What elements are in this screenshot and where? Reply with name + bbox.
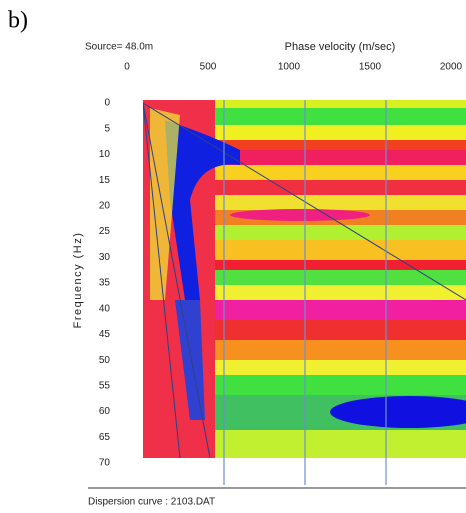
y-tick-label: 5 xyxy=(104,123,110,134)
trend-line xyxy=(143,102,211,458)
spectrum-band xyxy=(215,240,466,260)
spectrum-band xyxy=(215,125,466,140)
spectrum-band xyxy=(215,340,466,360)
y-tick-label: 45 xyxy=(99,329,111,340)
x-tick-label: 0 xyxy=(124,62,130,73)
spectrum-band xyxy=(215,285,466,300)
x-tick-label: 1000 xyxy=(278,62,301,73)
axes: 0 500 1000 1500 2000 0 5 10 15 20 25 30 35 40 45 50 55 60… xyxy=(99,62,463,485)
y-tick-label: 40 xyxy=(99,303,111,314)
y-tick-label: 70 xyxy=(99,458,111,469)
source-label: Source= 48.0m xyxy=(85,42,153,53)
spectrum-band xyxy=(215,270,466,285)
y-tick-label: 10 xyxy=(99,149,111,160)
y-tick-label: 15 xyxy=(99,175,111,186)
spectrum-band xyxy=(215,430,466,458)
x-axis-label: Phase velocity (m/sec) xyxy=(285,41,396,53)
x-tick-label: 1500 xyxy=(359,62,382,73)
spectrum-band xyxy=(215,360,466,375)
spectrum-blob xyxy=(230,209,370,221)
spectrum-band xyxy=(215,100,466,108)
x-tick-label: 500 xyxy=(200,62,217,73)
y-axis-label: Frequency (Hz) xyxy=(72,232,84,329)
y-tick-label: 0 xyxy=(104,98,110,109)
y-tick-label: 60 xyxy=(99,406,111,417)
spectrum-band xyxy=(215,165,466,180)
spectrum-band xyxy=(215,150,466,165)
spectrum-ridge xyxy=(150,108,180,300)
y-tick-label: 30 xyxy=(99,252,111,263)
spectrum-band xyxy=(215,300,466,320)
y-tick-label: 20 xyxy=(99,200,111,211)
panel-label: b) xyxy=(8,8,28,34)
y-tick-label: 25 xyxy=(99,226,111,237)
spectrum-band xyxy=(215,108,466,125)
y-tick-label: 65 xyxy=(99,432,111,443)
trend-line xyxy=(143,102,181,458)
spectrum-band xyxy=(215,140,466,150)
spectrum-band xyxy=(215,260,466,270)
spectrum-band xyxy=(215,180,466,195)
x-tick-label: 2000 xyxy=(440,62,463,73)
spectrum-blob xyxy=(330,396,466,428)
spectrum-band xyxy=(215,320,466,340)
y-tick-label: 35 xyxy=(99,278,111,289)
spectrum-band xyxy=(215,225,466,240)
y-tick-label: 50 xyxy=(99,355,111,366)
spectrum-ridge xyxy=(165,120,240,300)
spectrum-band xyxy=(215,195,466,210)
spectrum-band xyxy=(215,375,466,395)
footer-label: Dispersion curve : 2103.DAT xyxy=(88,497,215,508)
y-tick-label: 55 xyxy=(99,380,111,391)
